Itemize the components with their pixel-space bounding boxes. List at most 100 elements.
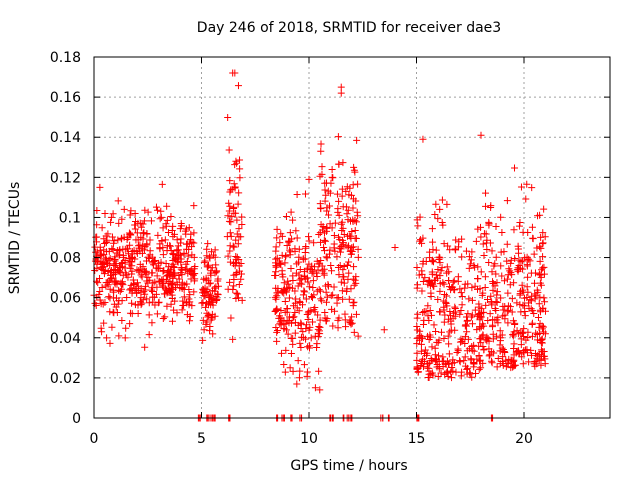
data-point <box>101 299 109 307</box>
data-point <box>227 314 235 322</box>
data-point <box>473 326 481 334</box>
x-tick-labels: 0 5 10 15 20 <box>90 431 533 447</box>
data-point <box>163 302 171 310</box>
data-point <box>497 213 505 221</box>
data-point <box>503 307 511 315</box>
data-point <box>537 244 545 252</box>
data-point <box>536 211 544 219</box>
data-point <box>431 276 439 284</box>
data-point <box>167 280 175 288</box>
data-point <box>277 230 285 238</box>
data-point <box>493 316 501 324</box>
data-point <box>497 248 505 256</box>
data-point <box>100 319 108 327</box>
data-point <box>482 189 490 197</box>
data-point <box>315 286 323 294</box>
data-point <box>488 359 496 367</box>
data-point <box>167 288 175 296</box>
data-point <box>296 266 304 274</box>
data-point <box>354 332 362 340</box>
data-point <box>128 299 136 307</box>
data-point <box>486 310 494 318</box>
data-point <box>496 347 504 355</box>
data-point <box>536 320 544 328</box>
data-point <box>444 372 452 380</box>
data-point <box>440 297 448 305</box>
data-point <box>519 301 527 309</box>
data-point <box>141 267 149 275</box>
data-point <box>224 212 232 220</box>
data-point <box>328 173 336 181</box>
data-point <box>299 255 307 263</box>
data-point <box>451 303 459 311</box>
data-point <box>424 312 432 320</box>
data-point <box>291 319 299 327</box>
data-point <box>339 266 347 274</box>
data-point <box>199 298 207 306</box>
data-point <box>419 278 427 286</box>
data-point <box>477 364 485 372</box>
data-point <box>461 340 469 348</box>
data-point <box>308 267 316 275</box>
data-point <box>147 217 155 225</box>
data-point <box>436 205 444 213</box>
data-point <box>206 322 214 330</box>
data-point <box>309 284 317 292</box>
data-point <box>486 351 494 359</box>
data-point <box>295 307 303 315</box>
data-point <box>480 346 488 354</box>
data-point <box>350 281 358 289</box>
data-point <box>516 290 524 298</box>
data-point <box>484 316 492 324</box>
data-point <box>524 273 532 281</box>
data-point <box>137 223 145 231</box>
data-point <box>286 364 294 372</box>
data-point <box>305 175 313 183</box>
data-point <box>144 208 152 216</box>
data-point <box>457 372 465 380</box>
data-point <box>230 205 238 213</box>
data-point <box>455 238 463 246</box>
data-point <box>434 215 442 223</box>
data-point <box>444 332 452 340</box>
data-point <box>235 280 243 288</box>
data-point <box>524 288 532 296</box>
data-point <box>507 259 515 267</box>
data-point <box>336 261 344 269</box>
data-point <box>519 348 527 356</box>
data-point <box>234 200 242 208</box>
data-point <box>334 316 342 324</box>
data-point <box>503 359 511 367</box>
data-point <box>109 308 117 316</box>
data-point <box>303 368 311 376</box>
data-point <box>293 380 301 388</box>
data-point <box>277 306 285 314</box>
data-point <box>142 269 150 277</box>
data-point <box>426 277 434 285</box>
data-point <box>287 334 295 342</box>
data-point <box>419 135 427 143</box>
data-point <box>340 262 348 270</box>
data-point <box>466 369 474 377</box>
data-point <box>180 293 188 301</box>
data-point <box>231 184 239 192</box>
data-point <box>272 262 280 270</box>
data-point <box>513 299 521 307</box>
data-point <box>351 217 359 225</box>
data-point <box>201 257 209 265</box>
data-point <box>302 335 310 343</box>
data-point <box>294 282 302 290</box>
data-point <box>526 296 534 304</box>
data-point <box>457 289 465 297</box>
data-point <box>159 283 167 291</box>
data-point <box>226 258 234 266</box>
data-point <box>437 267 445 275</box>
data-point <box>466 260 474 268</box>
y-tick-label: 0.16 <box>50 90 81 106</box>
data-point <box>473 355 481 363</box>
data-point <box>468 373 476 381</box>
y-tick-label: 0.08 <box>50 251 81 267</box>
data-point <box>418 239 426 247</box>
data-point <box>521 312 529 320</box>
data-point <box>354 180 362 188</box>
